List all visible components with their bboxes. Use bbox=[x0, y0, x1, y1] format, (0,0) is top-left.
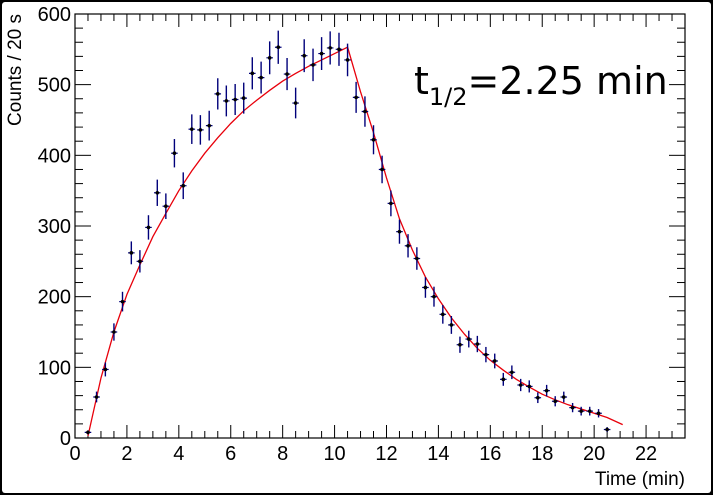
data-point bbox=[337, 47, 341, 52]
data-point bbox=[172, 151, 177, 156]
data-point bbox=[397, 229, 402, 234]
x-tick-label: 6 bbox=[225, 443, 236, 465]
data-point bbox=[561, 395, 566, 399]
data-point bbox=[164, 204, 168, 209]
x-tick-label: 8 bbox=[277, 443, 288, 465]
y-tick-label: 0 bbox=[60, 428, 71, 450]
data-point bbox=[155, 190, 160, 195]
y-tick-label: 400 bbox=[38, 145, 71, 167]
y-tick-label: 300 bbox=[38, 216, 71, 238]
data-point bbox=[544, 388, 549, 393]
data-point bbox=[579, 409, 583, 413]
data-point bbox=[181, 183, 186, 188]
data-point bbox=[267, 56, 272, 60]
x-tick-label: 0 bbox=[69, 443, 80, 465]
half-life-annotation: t1/2=2.25 min bbox=[414, 59, 668, 111]
x-tick-label: 22 bbox=[635, 443, 657, 465]
y-tick-label: 100 bbox=[38, 357, 71, 379]
data-point bbox=[259, 75, 263, 80]
x-tick-label: 16 bbox=[479, 443, 501, 465]
data-point bbox=[553, 399, 558, 404]
data-point bbox=[215, 92, 220, 96]
data-point bbox=[380, 167, 384, 172]
y-tick-label: 500 bbox=[38, 75, 71, 97]
data-point bbox=[406, 243, 410, 248]
data-point bbox=[423, 285, 428, 290]
data-point bbox=[354, 95, 358, 100]
data-point bbox=[86, 430, 90, 435]
x-tick-label: 20 bbox=[583, 443, 605, 465]
data-point bbox=[484, 352, 488, 357]
data-point bbox=[233, 97, 237, 102]
data-point bbox=[302, 53, 307, 58]
data-point bbox=[120, 299, 125, 304]
data-point bbox=[449, 323, 454, 327]
data-point bbox=[224, 99, 229, 103]
x-tick-label: 18 bbox=[531, 443, 553, 465]
x-axis-title: Time (min) bbox=[595, 469, 685, 490]
data-point bbox=[311, 63, 315, 67]
data-point bbox=[415, 256, 419, 261]
data-point bbox=[527, 384, 532, 389]
data-point bbox=[570, 405, 575, 410]
data-point bbox=[501, 377, 506, 382]
data-point bbox=[198, 128, 203, 132]
data-point bbox=[190, 127, 194, 131]
data-point bbox=[94, 395, 99, 399]
data-point bbox=[596, 411, 601, 416]
data-point bbox=[276, 45, 281, 50]
data-point bbox=[363, 109, 367, 114]
data-point bbox=[432, 294, 436, 299]
data-point bbox=[492, 359, 497, 363]
data-point bbox=[207, 123, 211, 128]
data-point bbox=[241, 96, 246, 100]
x-tick-label: 4 bbox=[173, 443, 184, 465]
data-point bbox=[389, 201, 393, 206]
fit-curve bbox=[87, 46, 623, 437]
data-point bbox=[138, 259, 142, 264]
data-point bbox=[510, 370, 514, 375]
data-point bbox=[441, 312, 445, 317]
data-point bbox=[129, 251, 134, 255]
data-point bbox=[103, 367, 108, 372]
data-point bbox=[293, 101, 298, 105]
y-axis-title: Counts / 20 s bbox=[5, 14, 26, 126]
data-point bbox=[475, 342, 480, 346]
data-point bbox=[518, 383, 523, 387]
x-tick-label: 14 bbox=[427, 443, 449, 465]
x-tick-label: 12 bbox=[375, 443, 397, 465]
data-point bbox=[112, 330, 116, 334]
data-point bbox=[371, 137, 376, 142]
data-point bbox=[250, 71, 255, 76]
y-tick-label: 200 bbox=[38, 287, 71, 309]
data-point bbox=[587, 409, 592, 413]
data-point bbox=[605, 427, 609, 432]
x-tick-label: 10 bbox=[323, 443, 345, 465]
data-point bbox=[466, 337, 471, 341]
data-point bbox=[285, 72, 289, 76]
data-point bbox=[345, 58, 350, 62]
data-point bbox=[536, 395, 540, 400]
data-point bbox=[146, 225, 151, 230]
x-tick-label: 2 bbox=[121, 443, 132, 465]
data-point bbox=[328, 46, 332, 50]
y-tick-label: 600 bbox=[38, 4, 71, 26]
data-point bbox=[319, 51, 324, 56]
data-point bbox=[458, 342, 462, 347]
